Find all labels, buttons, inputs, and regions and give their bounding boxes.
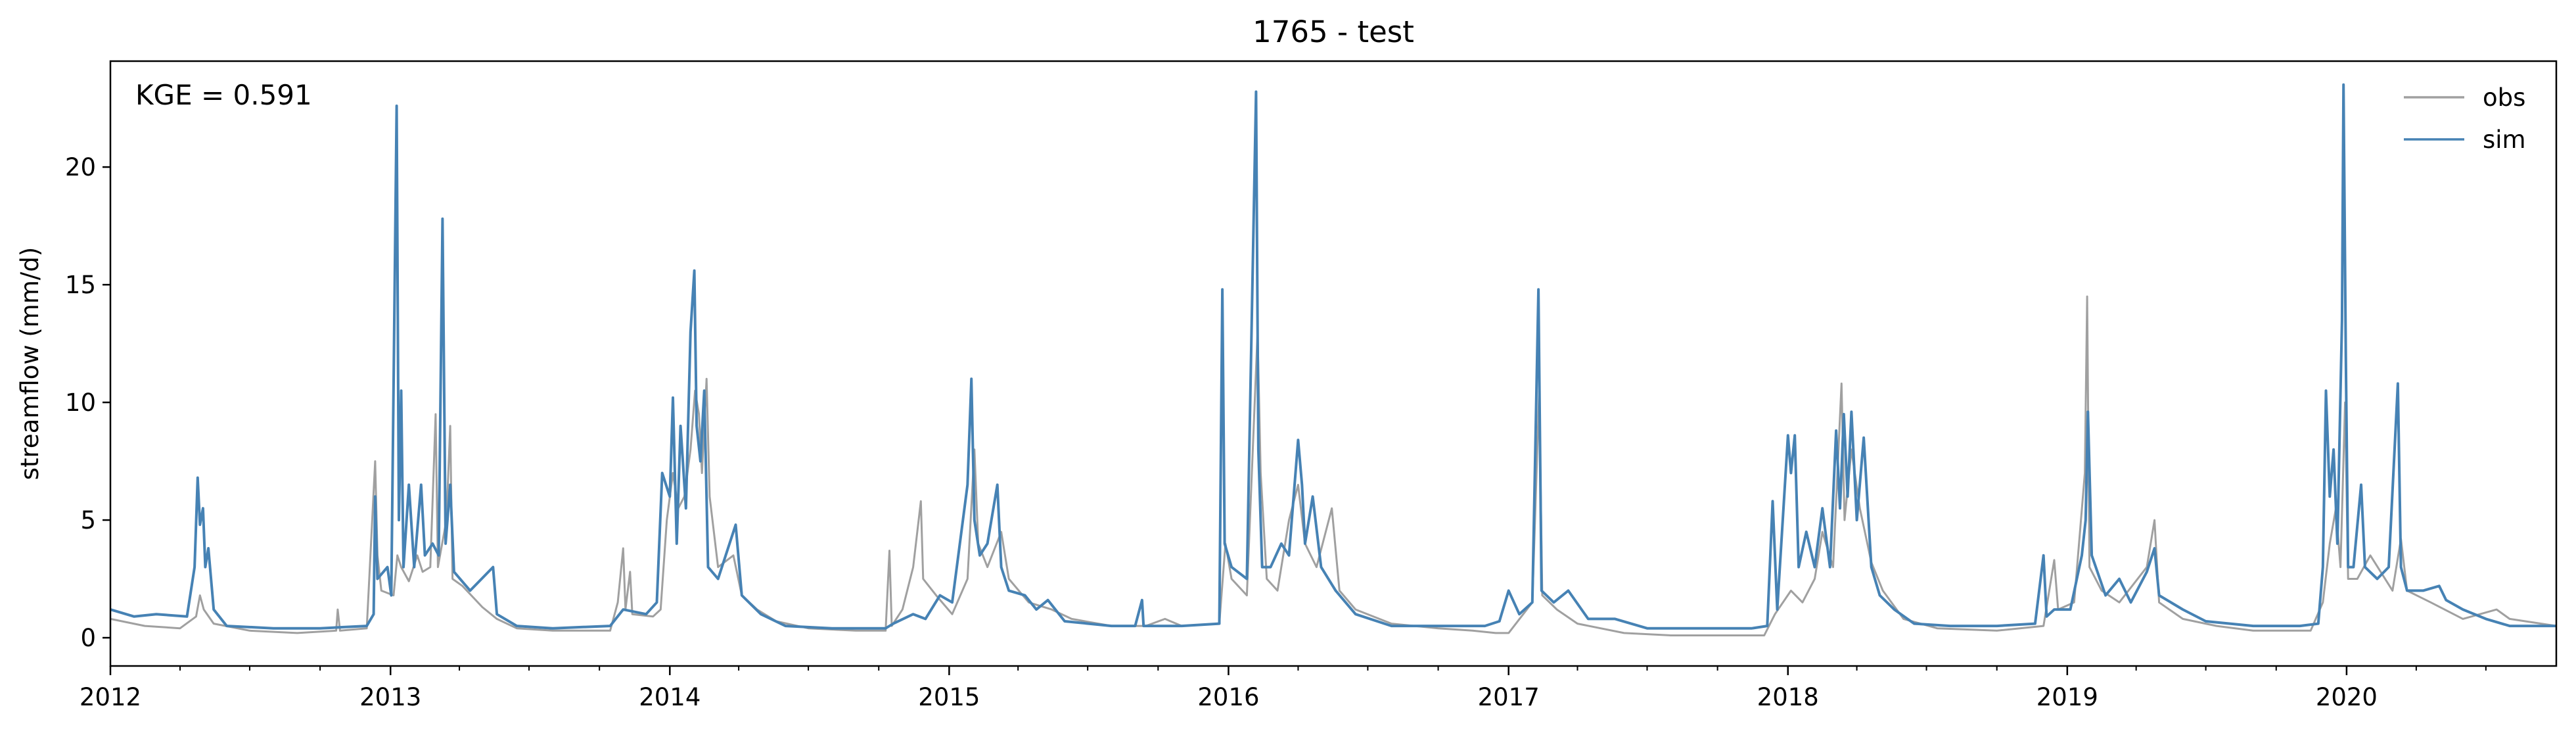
y-tick-label-10: 10	[65, 389, 96, 417]
x-tick-label-2013: 2013	[359, 683, 421, 711]
x-tick-label-2016: 2016	[1197, 683, 1259, 711]
x-axis: 2012 2013 2014 2015 2016 2017 2018 2019 2020	[80, 666, 2487, 711]
chart-title: 1765 - test	[1253, 14, 1414, 49]
axes-frame	[109, 60, 2558, 667]
x-tick-label-2014: 2014	[639, 683, 701, 711]
y-axis: 0 5 10 15 20	[65, 153, 110, 652]
series-layer	[110, 83, 2557, 636]
kge-annotation: KGE = 0.591	[135, 79, 312, 111]
series-line-obs	[110, 295, 2557, 636]
y-tick-label-5: 5	[80, 506, 96, 534]
x-tick-label-2020: 2020	[2316, 683, 2378, 711]
y-axis-label: streamflow (mm/d)	[16, 247, 44, 481]
plot-area	[109, 60, 2558, 667]
legend-label-sim: sim	[2483, 126, 2526, 154]
legend-label-obs: obs	[2483, 83, 2525, 112]
x-tick-label-2019: 2019	[2036, 683, 2098, 711]
legend: obs sim	[2404, 83, 2526, 154]
x-tick-label-2017: 2017	[1478, 683, 1540, 711]
series-line-sim	[110, 83, 2556, 630]
y-tick-label-20: 20	[65, 153, 96, 181]
x-tick-label-2012: 2012	[80, 683, 141, 711]
x-tick-label-2018: 2018	[1757, 683, 1819, 711]
x-tick-label-2015: 2015	[918, 683, 980, 711]
y-tick-label-0: 0	[80, 624, 96, 652]
y-tick-label-15: 15	[65, 271, 96, 299]
